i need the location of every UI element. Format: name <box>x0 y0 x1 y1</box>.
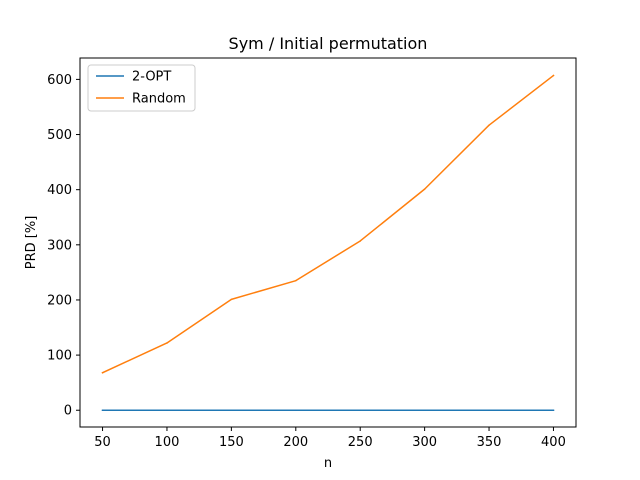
y-tick-label: 100 <box>47 349 72 364</box>
y-axis-label: PRD [%] <box>24 216 39 270</box>
data-point-2-opt <box>488 409 490 411</box>
y-tick-label: 400 <box>47 183 72 198</box>
x-tick-label: 400 <box>541 435 566 450</box>
series-line-random <box>101 74 555 374</box>
x-tick-label: 350 <box>477 435 502 450</box>
y-axis-ticks: 0 100 200 300 400 500 600 <box>47 73 80 419</box>
data-point-random <box>552 74 555 77</box>
data-point-random <box>423 188 426 190</box>
x-tick-label: 250 <box>348 435 373 450</box>
data-point-2-opt <box>166 409 168 411</box>
x-tick-label: 150 <box>219 435 244 450</box>
data-point-2-opt <box>295 409 297 411</box>
y-tick-label: 300 <box>47 238 72 253</box>
data-point-2-opt <box>552 409 555 411</box>
data-point-random <box>295 279 297 282</box>
chart-title: Sym / Initial permutation <box>229 34 428 53</box>
y-tick-label: 200 <box>47 293 72 308</box>
x-axis-ticks: 50 100 150 200 250 300 350 400 <box>94 427 566 450</box>
data-point-2-opt <box>423 409 426 411</box>
y-tick-label: 0 <box>64 404 72 419</box>
data-point-2-opt <box>101 409 104 411</box>
x-axis-label: n <box>324 456 332 471</box>
legend: 2-OPT Random <box>87 64 196 112</box>
plot-area <box>80 58 576 427</box>
series-layer <box>101 74 555 411</box>
legend-label-random: Random <box>132 92 186 107</box>
data-point-random <box>359 240 361 242</box>
x-tick-label: 300 <box>412 435 437 450</box>
legend-label-2-opt: 2-OPT <box>132 70 171 85</box>
x-tick-label: 200 <box>283 435 308 450</box>
data-point-2-opt <box>230 409 233 411</box>
y-tick-label: 600 <box>47 73 72 88</box>
data-point-random <box>488 124 490 126</box>
data-point-random <box>101 371 104 374</box>
y-tick-label: 500 <box>47 128 72 143</box>
data-point-random <box>166 342 168 344</box>
x-tick-label: 100 <box>155 435 180 450</box>
plot-frame <box>79 57 577 428</box>
data-point-random <box>230 298 233 301</box>
x-tick-label: 50 <box>94 435 111 450</box>
data-point-2-opt <box>359 409 361 411</box>
